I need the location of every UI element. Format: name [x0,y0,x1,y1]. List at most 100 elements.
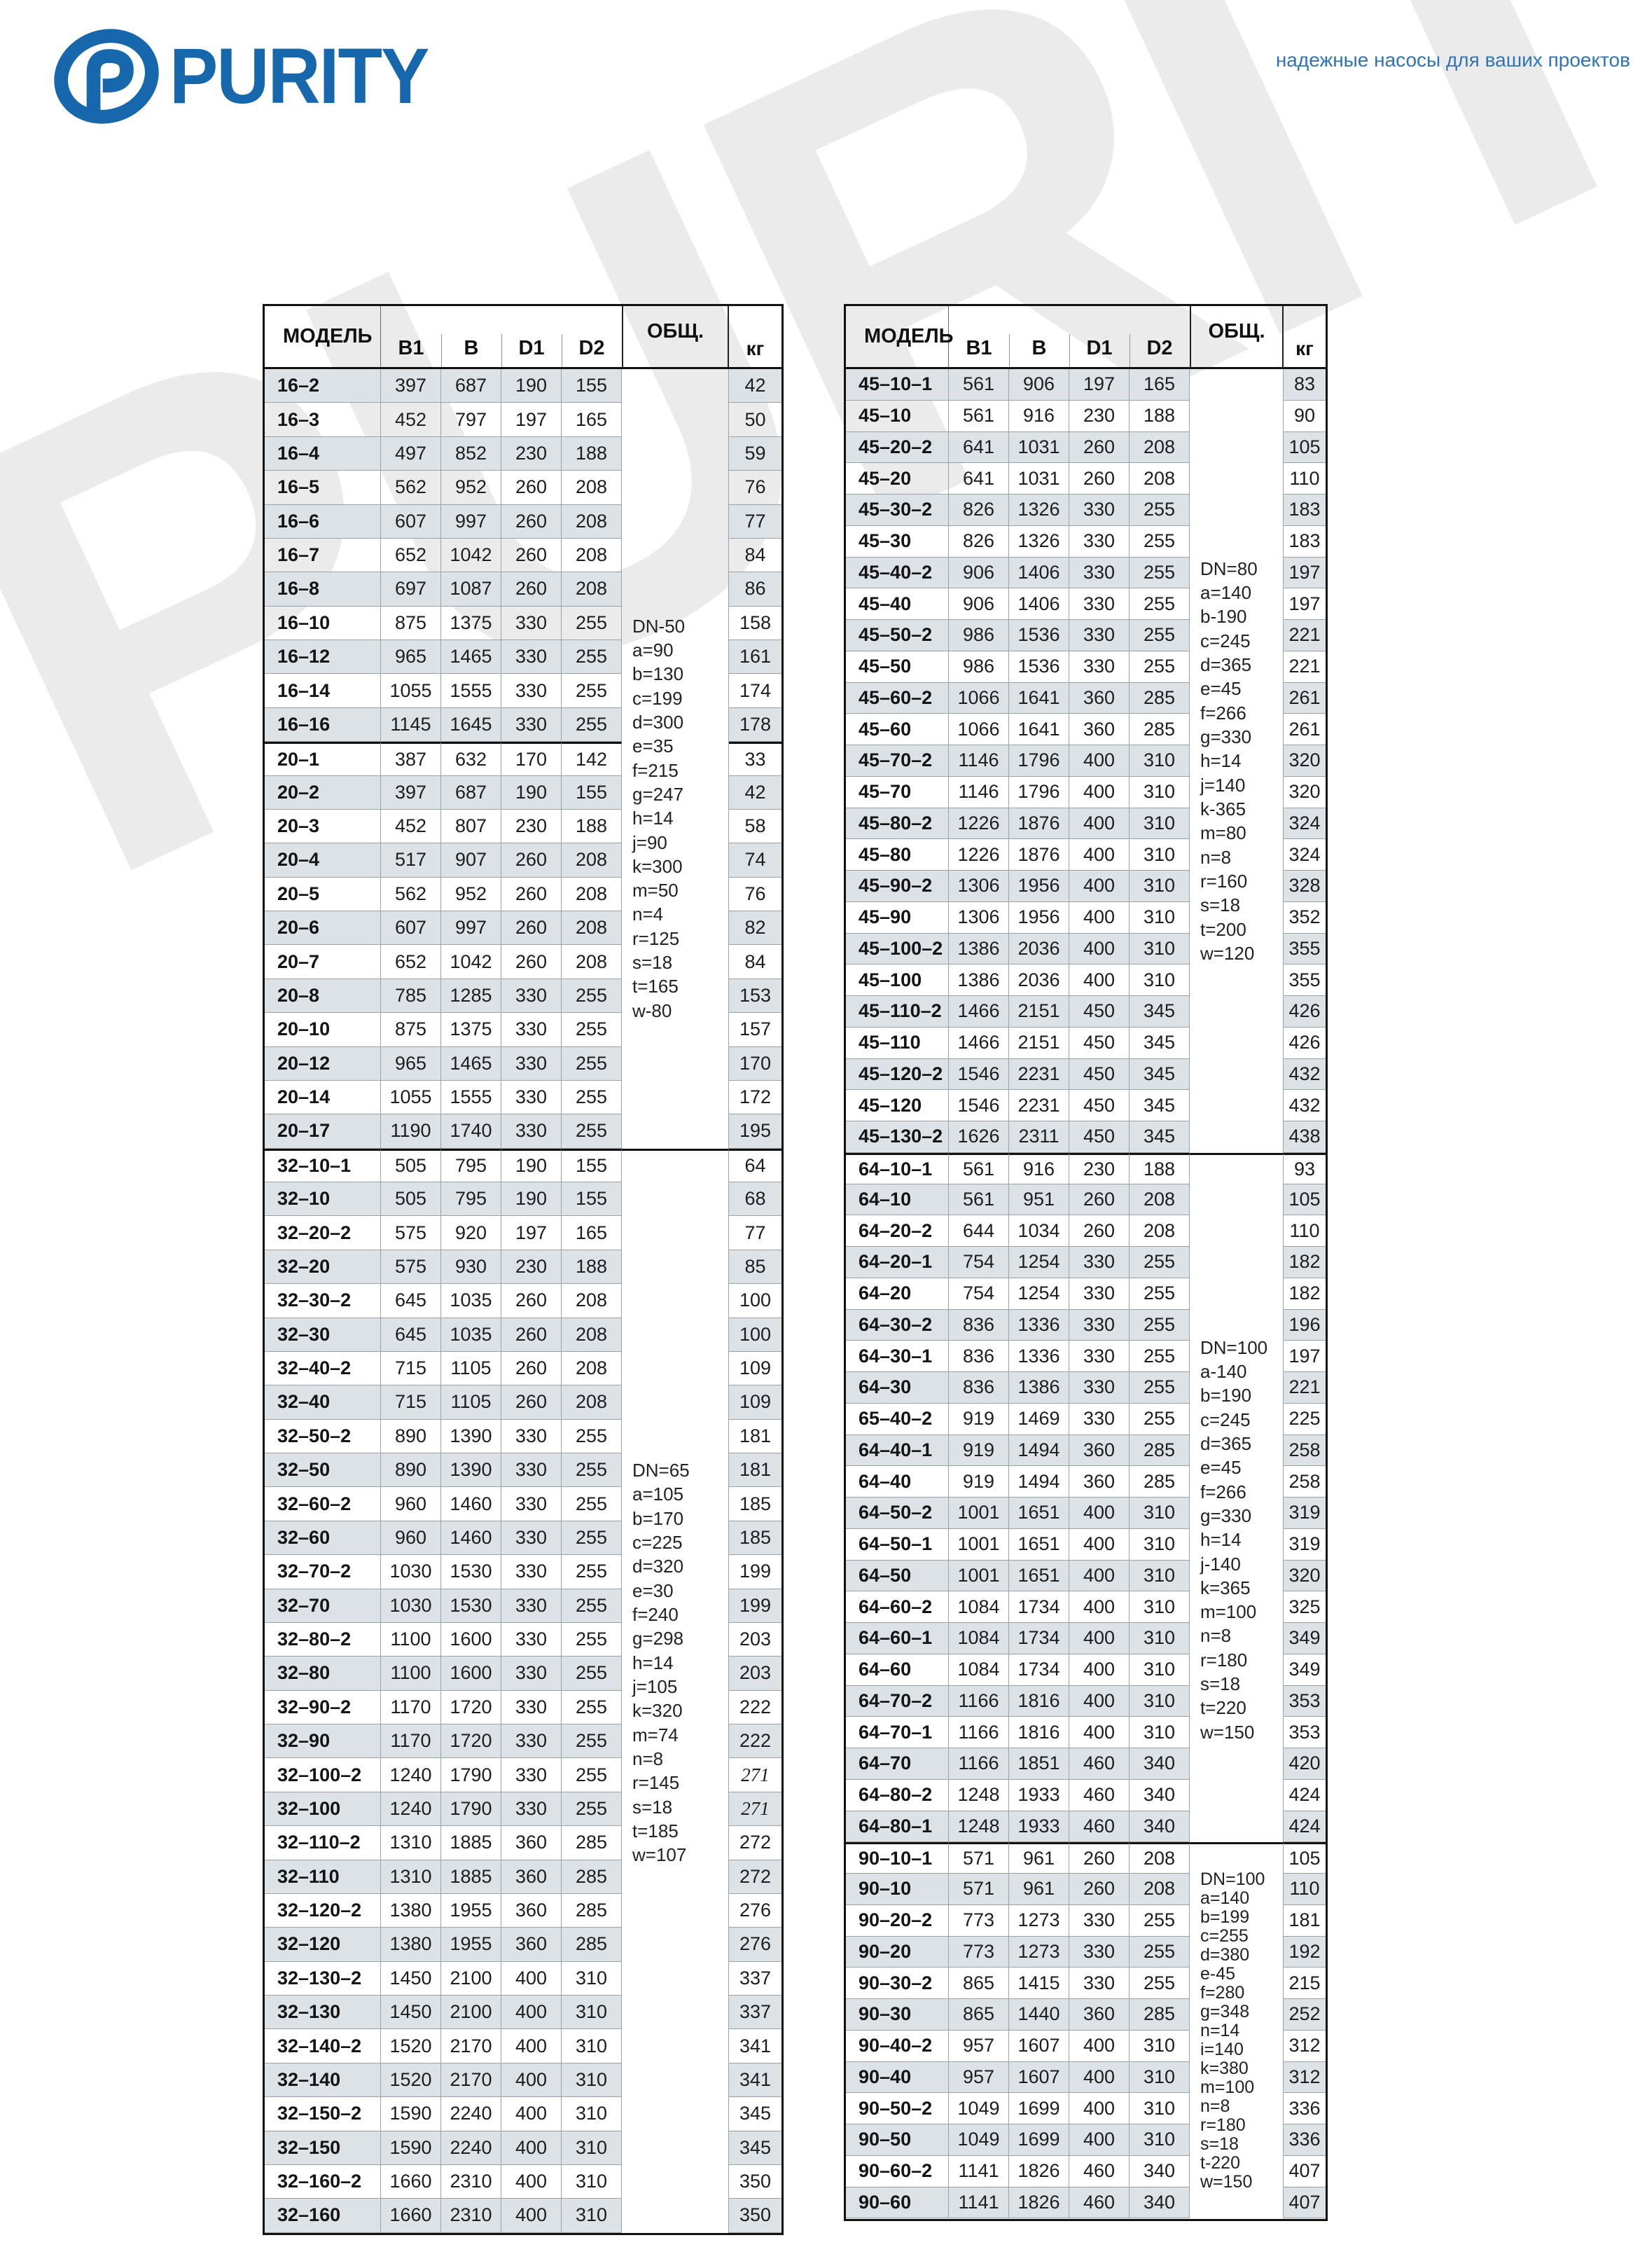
obsh-cell [1190,463,1284,495]
obsh-note-line: s=18 [632,1796,673,1818]
d1-cell: 260 [501,1385,562,1420]
obsh-cell [1190,1623,1284,1654]
b1-cell: 1146 [949,776,1009,808]
table-row: 45–70 1146 1796 400 310 320 [846,776,1326,808]
d1-cell: 400 [1069,1717,1130,1748]
b-cell: 1876 [1009,808,1069,840]
table-row: 90–40 957 1607 400 310 312 [846,2061,1326,2094]
d2-cell: 255 [562,1013,622,1047]
obsh-cell [622,843,729,878]
table-row: 64–40 919 1494 360 285 258 [846,1466,1326,1498]
obsh-cell [1190,1748,1284,1780]
d1-cell: 330 [501,707,562,742]
d2-cell: 310 [1130,871,1190,902]
kg-cell: 192 [1284,1936,1326,1968]
b-cell: 807 [441,809,501,844]
obsh-cell [1190,682,1284,714]
model-cell: 16–7 [265,538,381,573]
model-cell: 32–70–2 [265,1555,381,1589]
b1-cell: 1170 [381,1724,441,1759]
b-cell: 1720 [441,1690,501,1724]
model-cell: 64–10–1 [846,1152,949,1184]
d2-cell: 208 [562,877,622,911]
table-row: 45–20–2 641 1031 260 208 105 [846,431,1326,464]
d2-cell: 255 [1130,525,1190,558]
b1-cell: 652 [381,945,441,979]
model-cell: 45–10–1 [846,369,949,401]
col-header-d2: D2 [1130,306,1190,367]
table-row: 20–5 562 952 260 208 76 [265,877,781,911]
d1-cell: 230 [1069,400,1130,432]
table-row: 32–160 1660 2310 400 310 350 [265,2199,781,2233]
b-cell: 1876 [1009,839,1069,871]
kg-cell: 203 [729,1657,781,1691]
model-cell: 32–120 [265,1928,381,1962]
d2-cell: 310 [562,1996,622,2030]
b1-cell: 1030 [381,1589,441,1623]
obsh-cell [622,403,729,437]
b-cell: 795 [441,1182,501,1217]
d2-cell: 208 [562,538,622,573]
table-row: 16–10 875 1375 330 255 158 [265,606,781,640]
table-row: 32–130 1450 2100 400 310 337 [265,1996,781,2030]
kg-cell: 93 [1284,1152,1326,1184]
d2-cell: 310 [562,2131,622,2165]
b1-cell: 607 [381,911,441,946]
obsh-note-line: a=105 [632,1484,684,1505]
d2-cell: 255 [1130,1968,1190,1999]
b1-cell: 561 [949,400,1009,432]
table-row: 45–70–2 1146 1796 400 310 320 [846,745,1326,777]
b1-cell: 826 [949,495,1009,526]
kg-cell: 64 [729,1148,781,1182]
b-cell: 906 [1009,369,1069,401]
model-cell: 16–10 [265,606,381,640]
table-row: 32–160–2 1660 2310 400 310 350 [265,2164,781,2199]
d2-cell: 310 [1130,1623,1190,1654]
table-body: 45–10–1 561 906 197 165 83 45–10 561 916 230 188 90… [846,369,1326,2219]
d2-cell: 285 [1130,1434,1190,1467]
table-row: 16–5 562 952 260 208 76 [265,471,781,505]
obsh-cell [622,369,729,403]
b-cell: 2036 [1009,933,1069,965]
table-row: 64–20 754 1254 330 255 182 [846,1278,1326,1310]
d1-cell: 260 [1069,1215,1130,1247]
kg-cell: 271 [729,1792,781,1827]
table-row: 90–50–2 1049 1699 400 310 336 [846,2093,1326,2124]
d2-cell: 255 [562,1453,622,1488]
obsh-cell [622,1114,729,1149]
d1-cell: 400 [1069,871,1130,902]
kg-cell: 199 [729,1555,781,1589]
b-cell: 2170 [441,2063,501,2098]
kg-cell: 157 [729,1013,781,1047]
b-cell: 907 [441,843,501,878]
b-cell: 2310 [441,2164,501,2199]
b-cell: 952 [441,877,501,911]
obsh-cell [1190,1309,1284,1341]
obsh-note-line: b-190 [1200,606,1247,628]
obsh-note-line: h=14 [1200,750,1242,772]
col-header-b: B [1009,306,1069,367]
table-row: 16–2 397 687 190 155 42 [265,369,781,403]
table-row: 45–110–2 1466 2151 450 345 426 [846,996,1326,1028]
obsh-cell [622,1216,729,1250]
obsh-cell [1190,620,1284,651]
obsh-note-line: j=90 [632,831,667,853]
d1-cell: 400 [1069,839,1130,871]
b1-cell: 1084 [949,1591,1009,1623]
model-cell: 20–3 [265,809,381,844]
obsh-cell [1190,2030,1284,2062]
model-cell: 32–40–2 [265,1351,381,1386]
table-row: 45–60 1066 1641 360 285 261 [846,714,1326,745]
kg-cell: 341 [729,2063,781,2098]
spec-table-right: МОДЕЛЬ B1 B D1 D2 ОБЩ. кг 45–10–1 561 906 1… [844,304,1328,2221]
b-cell: 1087 [441,572,501,607]
d2-cell: 310 [1130,933,1190,965]
d1-cell: 330 [501,1521,562,1556]
model-cell: 32–150 [265,2131,381,2165]
d2-cell: 310 [1130,1498,1190,1529]
d1-cell: 400 [501,2063,562,2098]
obsh-cell [1190,1215,1284,1247]
d1-cell: 450 [1069,1121,1130,1153]
table-row: 45–80 1226 1876 400 310 324 [846,839,1326,871]
table-row: 20–17 1190 1740 330 255 195 [265,1114,781,1149]
